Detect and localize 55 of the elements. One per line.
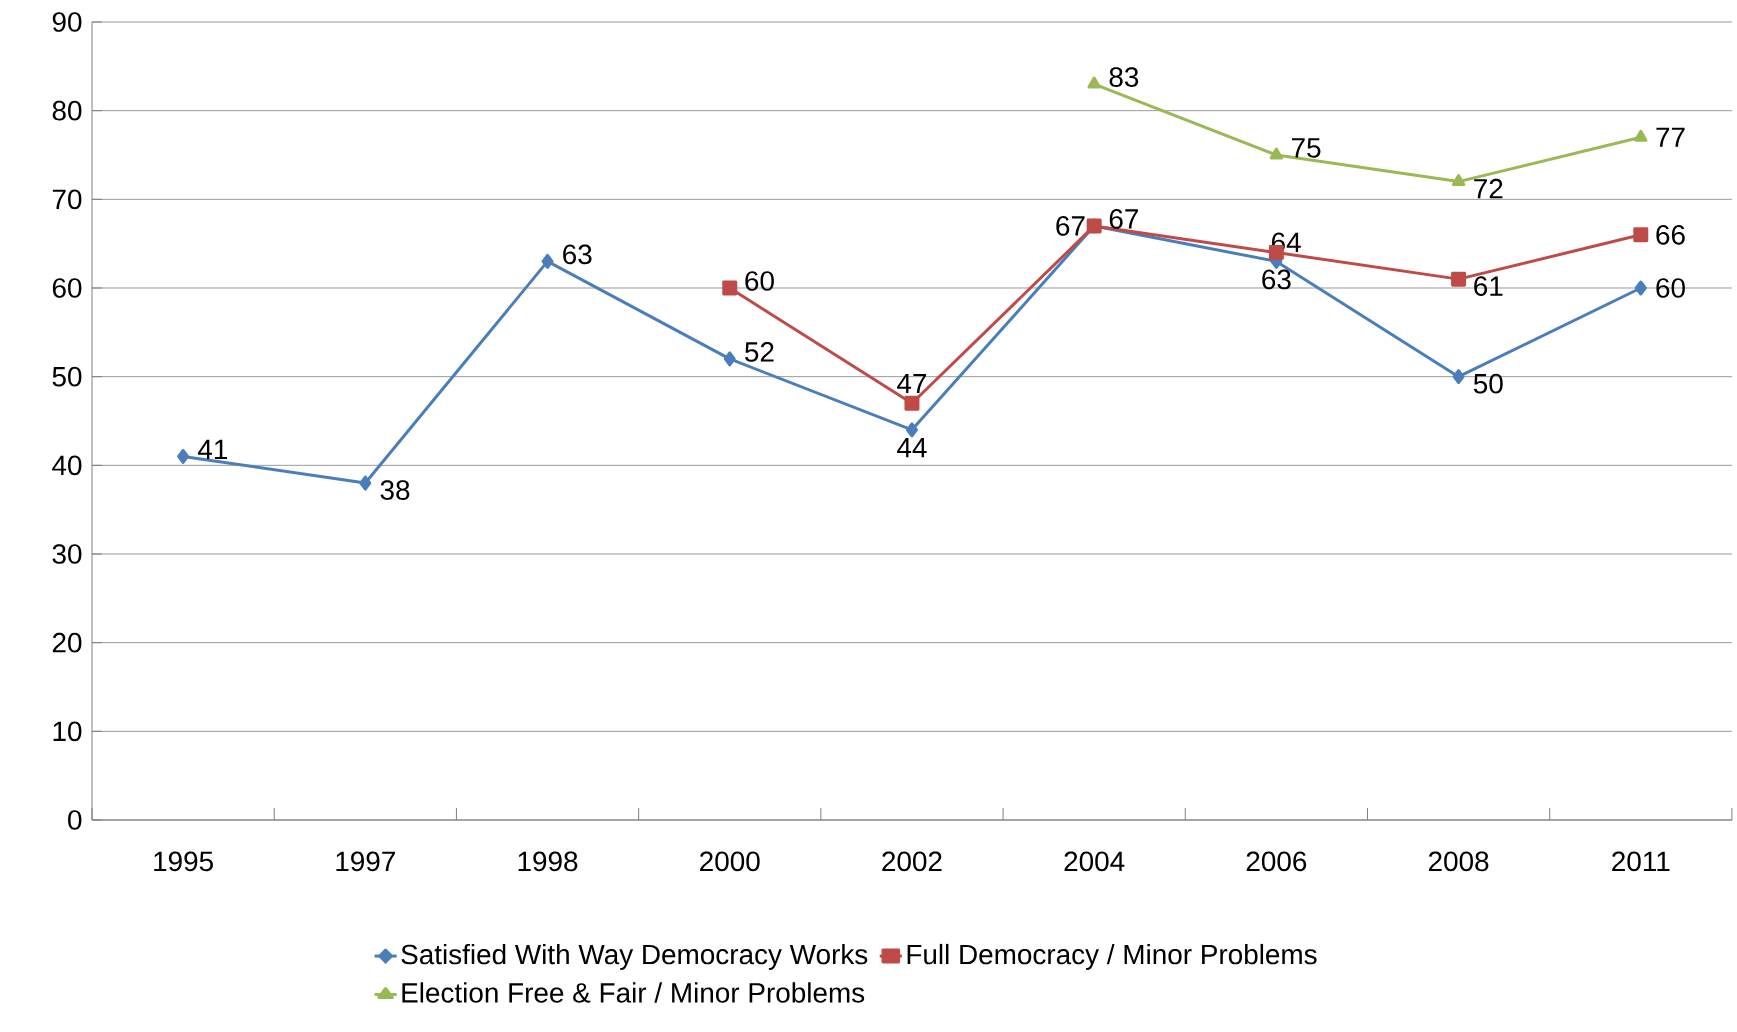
y-tick-label: 20: [52, 632, 82, 653]
data-label: 67: [1056, 216, 1085, 236]
y-tick-label: 60: [52, 278, 82, 298]
data-label: 66: [1656, 224, 1685, 245]
data-label: 72: [1474, 178, 1503, 199]
y-tick-label: 40: [52, 455, 82, 476]
data-label: 44: [897, 438, 927, 458]
data-label: 67: [1109, 209, 1138, 229]
point: [177, 448, 190, 464]
data-label: 50: [1473, 373, 1503, 394]
y-tick-label: 70: [52, 189, 82, 210]
point: [1269, 147, 1284, 160]
data-label: 75: [1292, 138, 1321, 158]
y-tick-label: 90: [52, 12, 82, 32]
point: [541, 253, 554, 269]
point: [1451, 174, 1466, 187]
data-label: 61: [1474, 276, 1503, 296]
data-label: 47: [897, 373, 927, 394]
point: [1634, 280, 1647, 296]
point: [1633, 227, 1649, 243]
data-label: 60: [1656, 278, 1685, 298]
y-tick-label: 50: [52, 366, 82, 387]
y-tick-label: 30: [52, 544, 82, 564]
data-label: 60: [745, 271, 774, 291]
data-label: 52: [745, 342, 774, 362]
x-tick-label: 1998: [518, 851, 578, 872]
data-label: 41: [197, 439, 227, 460]
point: [1634, 129, 1648, 142]
y-tick-label: 0: [68, 810, 82, 830]
data-label: 63: [1262, 269, 1291, 290]
x-tick-label: 2008: [1428, 851, 1489, 872]
point: [1451, 271, 1467, 287]
legend-label: Full Democracy / Minor Problems: [907, 943, 1317, 970]
x-tick-label: 2011: [1612, 851, 1670, 872]
point: [904, 395, 920, 411]
x-tick-label: 1995: [154, 851, 213, 872]
x-tick-label: 1997: [336, 851, 395, 872]
data-label: 38: [380, 480, 410, 500]
y-tick-label: 10: [53, 721, 82, 742]
point: [722, 280, 738, 296]
point: [1087, 76, 1101, 89]
x-tick-label: 2006: [1246, 851, 1307, 872]
data-label: 77: [1656, 127, 1685, 147]
x-tick-label: 2000: [700, 851, 760, 872]
legend-label: Satisfied With Way Democracy Works: [401, 943, 868, 970]
data-label: 83: [1109, 67, 1139, 87]
point: [723, 351, 736, 367]
point: [905, 422, 918, 438]
x-tick-label: 2004: [1064, 851, 1125, 872]
legend-label: Election Free & Fair / Minor Problems: [402, 982, 865, 1003]
y-tick-label: 80: [52, 100, 82, 121]
x-tick-label: 2002: [882, 851, 942, 872]
point: [359, 475, 372, 491]
data-label: 63: [563, 244, 592, 265]
point: [1452, 369, 1465, 385]
